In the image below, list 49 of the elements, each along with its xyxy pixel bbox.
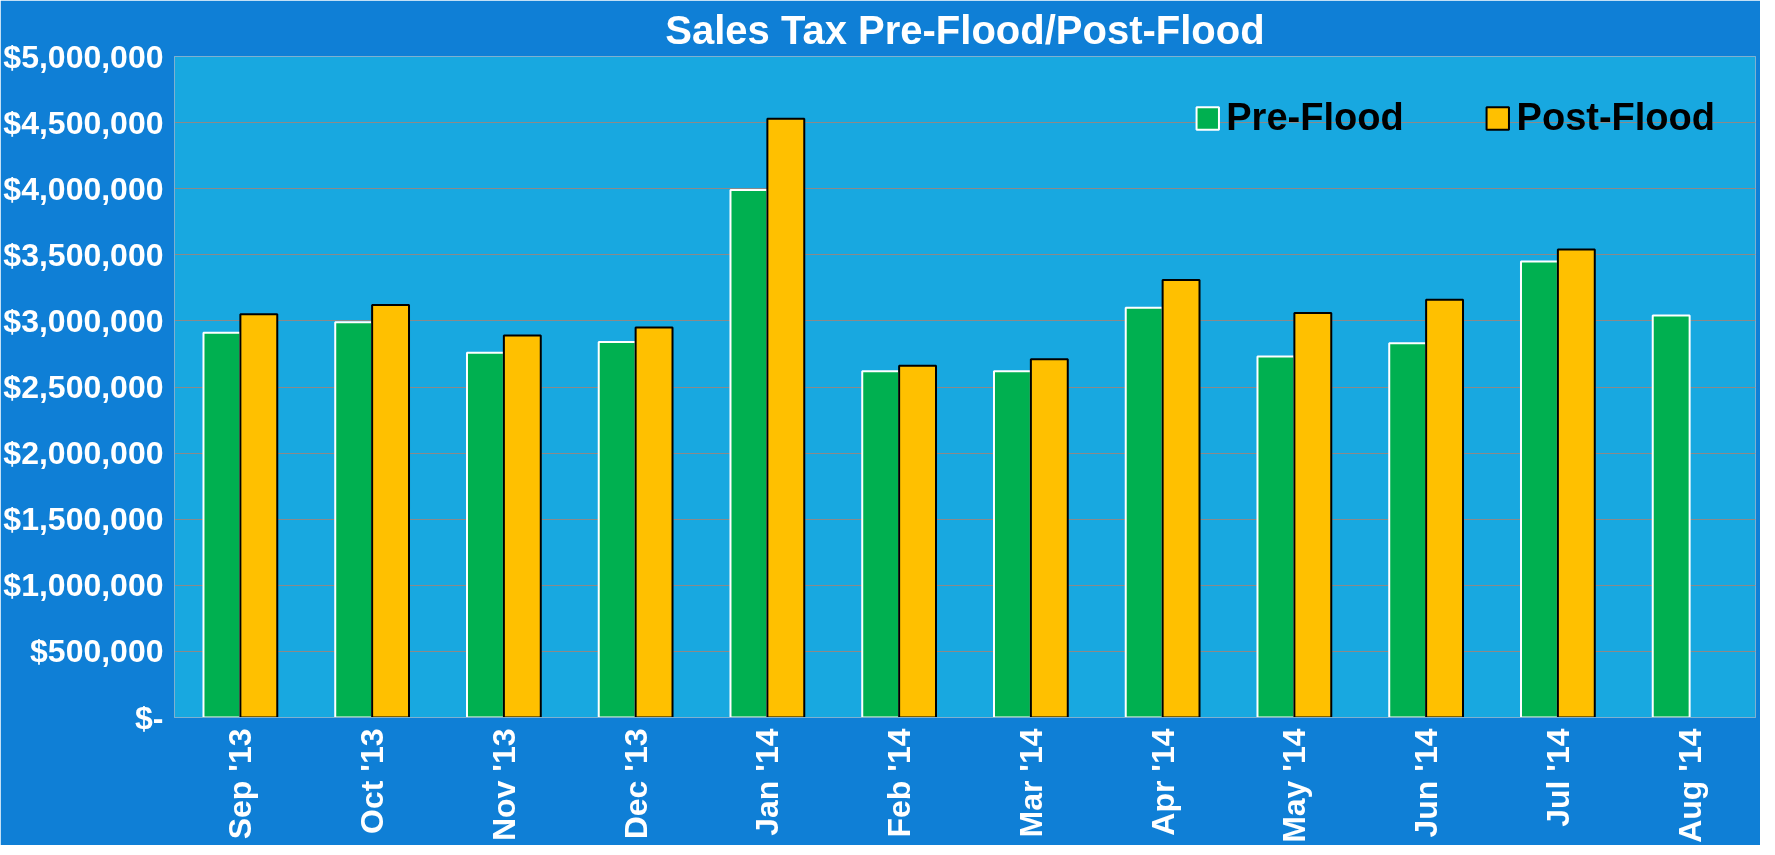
bar <box>239 313 279 718</box>
x-tick-label: Mar '14 <box>1012 728 1049 838</box>
bar <box>597 341 637 718</box>
y-tick-label: $5,000,000 <box>3 38 164 75</box>
x-tick-label: Feb '14 <box>881 728 918 838</box>
chart-title: Sales Tax Pre-Flood/Post-Flood <box>665 7 1265 52</box>
x-tick-label: Oct '13 <box>354 728 391 834</box>
bar <box>1425 298 1465 718</box>
y-tick-label: $2,500,000 <box>3 369 164 405</box>
bar <box>465 351 505 718</box>
bar <box>634 326 674 718</box>
x-tick-label: Apr '14 <box>1144 728 1181 836</box>
bar <box>334 321 374 718</box>
x-tick-label: Sep '13 <box>222 728 259 840</box>
bar <box>502 334 542 718</box>
x-tick-label: Nov '13 <box>485 728 522 842</box>
y-tick-label: $4,000,000 <box>3 170 164 207</box>
y-tick-label: $1,000,000 <box>3 567 164 604</box>
x-tick-label: Jun '14 <box>1408 728 1445 838</box>
bar <box>898 364 938 718</box>
bar <box>371 304 411 718</box>
y-tick-label: $3,000,000 <box>3 302 164 339</box>
bar <box>1161 278 1201 718</box>
bar <box>766 117 806 718</box>
legend-label: Pre-Flood <box>1226 96 1404 139</box>
bar <box>1124 306 1164 718</box>
bar <box>202 331 242 718</box>
bar <box>1651 314 1691 718</box>
bar <box>729 189 769 718</box>
legend-label: Post-Flood <box>1516 96 1715 139</box>
bar <box>1556 248 1596 718</box>
bar <box>1519 260 1559 718</box>
x-tick-label: May '14 <box>1276 728 1313 843</box>
bar <box>1029 358 1069 718</box>
x-tick-label: Aug '14 <box>1671 728 1708 843</box>
x-tick-label: Dec '13 <box>617 728 654 840</box>
y-tick-label: $4,500,000 <box>3 104 164 141</box>
bar <box>1293 311 1333 718</box>
x-tick-label: Jan '14 <box>749 728 786 836</box>
y-tick-label: $- <box>135 699 164 736</box>
bar <box>1388 342 1428 718</box>
bar <box>861 370 901 718</box>
y-tick-label: $1,500,000 <box>3 501 164 538</box>
bar <box>992 370 1032 718</box>
x-tick-label: Jul '14 <box>1539 728 1576 827</box>
bar <box>1256 355 1296 718</box>
y-tick-label: $500,000 <box>30 633 164 670</box>
y-tick-label: $2,000,000 <box>3 435 164 472</box>
y-tick-label: $3,500,000 <box>3 236 164 273</box>
